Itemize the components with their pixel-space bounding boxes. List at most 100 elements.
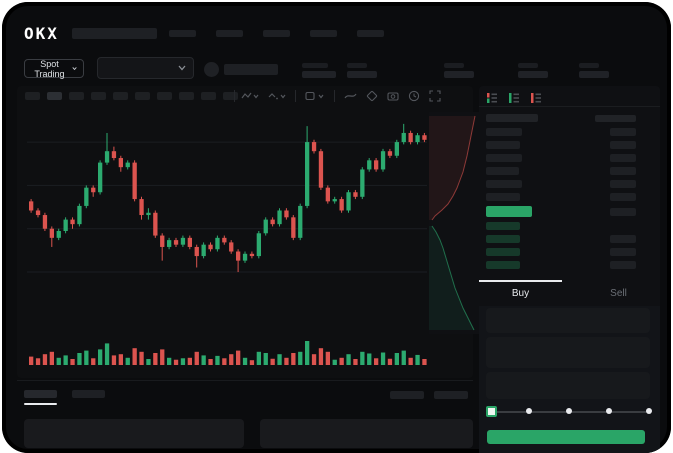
clock-icon[interactable] (408, 90, 420, 102)
coin-avatar (204, 62, 219, 77)
book-view-switcher (486, 92, 542, 104)
tag-icon[interactable] (366, 90, 378, 102)
ask-row[interactable] (486, 154, 636, 167)
candlestick-chart[interactable] (27, 115, 427, 337)
chevron-down-icon (178, 65, 186, 71)
book-divider (479, 106, 660, 107)
book-bids-icon[interactable] (508, 92, 520, 104)
toolbar-divider (234, 90, 235, 102)
bid-row[interactable] (486, 222, 636, 235)
fullscreen-icon[interactable] (429, 90, 441, 102)
ask-row[interactable] (486, 193, 636, 206)
market-type-selector[interactable]: Spot Trading (24, 58, 84, 79)
buy-submit-button[interactable] (487, 430, 645, 444)
price-skeleton (486, 141, 520, 149)
price-skeleton (486, 154, 522, 162)
trade-tabs: Buy Sell (479, 280, 660, 306)
bid-row[interactable] (486, 248, 636, 261)
trend-line-icon[interactable] (344, 90, 357, 102)
global-search-bar[interactable] (72, 28, 157, 39)
timeframe-button[interactable] (47, 92, 62, 100)
asks-list (486, 128, 636, 206)
timeframe-list (25, 92, 238, 100)
stat-block (347, 63, 377, 78)
slider-stop[interactable] (646, 408, 652, 414)
ask-row[interactable] (486, 180, 636, 193)
amount-skeleton (610, 180, 636, 188)
timeframe-button[interactable] (179, 92, 194, 100)
orders-filter-control[interactable] (434, 391, 468, 399)
chart-type-icon[interactable] (241, 90, 259, 102)
nav-item[interactable] (263, 30, 290, 37)
price-skeleton (486, 193, 520, 201)
amount-skeleton (610, 261, 636, 269)
okx-logo: OKX (24, 24, 59, 43)
depth-chart (429, 112, 479, 334)
orders-filter-control[interactable] (390, 391, 424, 399)
timeframe-button[interactable] (69, 92, 84, 100)
market-type-label: Spot Trading (34, 58, 65, 79)
price-skeleton (486, 248, 520, 256)
timeframe-button[interactable] (157, 92, 172, 100)
stat-block (518, 63, 548, 78)
stat-block (444, 63, 474, 78)
chart-panel (17, 86, 479, 378)
camera-icon[interactable] (387, 90, 399, 102)
nav-item[interactable] (310, 30, 337, 37)
nav-item[interactable] (169, 30, 196, 37)
slider-stop[interactable] (566, 408, 572, 414)
price-skeleton (486, 235, 520, 243)
timeframe-button[interactable] (113, 92, 128, 100)
ask-row[interactable] (486, 128, 636, 141)
amount-skeleton (610, 167, 636, 175)
nav-item[interactable] (216, 30, 243, 37)
orders-tab[interactable] (72, 390, 105, 398)
price-skeleton (486, 167, 519, 175)
amount-slider[interactable] (486, 406, 652, 422)
active-tab-underline (24, 403, 57, 405)
slider-handle[interactable] (486, 406, 497, 417)
orders-tab-active[interactable] (24, 390, 57, 398)
ticker-row: Spot Trading (2, 52, 671, 86)
buy-tab[interactable]: Buy (511, 288, 530, 299)
timeframe-button[interactable] (223, 92, 238, 100)
top-nav-menu (169, 30, 384, 37)
nav-item[interactable] (357, 30, 384, 37)
last-price-row[interactable] (486, 206, 636, 218)
price-skeleton (486, 180, 522, 188)
amount-skeleton (610, 235, 636, 243)
amount-skeleton (610, 128, 636, 136)
ask-row[interactable] (486, 141, 636, 154)
timeframe-button[interactable] (25, 92, 40, 100)
total-input[interactable] (486, 372, 650, 399)
orders-empty-box (260, 419, 473, 448)
pair-selector-dropdown[interactable] (97, 57, 194, 79)
chart-style-icon[interactable] (268, 90, 286, 102)
timeframe-button[interactable] (91, 92, 106, 100)
book-asks-icon[interactable] (530, 92, 542, 104)
chevron-down-icon (72, 67, 77, 71)
indicators-icon[interactable] (305, 90, 325, 102)
order-book-panel: Buy Sell (479, 86, 660, 453)
panel-divider (17, 380, 473, 381)
timeframe-button[interactable] (135, 92, 150, 100)
amount-skeleton (610, 141, 636, 149)
slider-stop[interactable] (526, 408, 532, 414)
bid-row[interactable] (486, 235, 636, 248)
amount-skeleton (610, 154, 636, 162)
sell-tab[interactable]: Sell (610, 288, 627, 299)
last-amount-skeleton (610, 208, 636, 216)
ask-row[interactable] (486, 167, 636, 180)
price-input[interactable] (486, 308, 650, 333)
price-column-header (486, 114, 538, 122)
last-price-badge (486, 206, 532, 217)
bid-row[interactable] (486, 261, 636, 274)
stat-block (579, 63, 609, 78)
slider-stop[interactable] (606, 408, 612, 414)
book-combined-icon[interactable] (486, 92, 498, 104)
timeframe-button[interactable] (201, 92, 216, 100)
bids-list (486, 222, 636, 274)
amount-input[interactable] (486, 337, 650, 368)
amount-column-header (595, 115, 636, 122)
volume-chart (29, 341, 427, 365)
